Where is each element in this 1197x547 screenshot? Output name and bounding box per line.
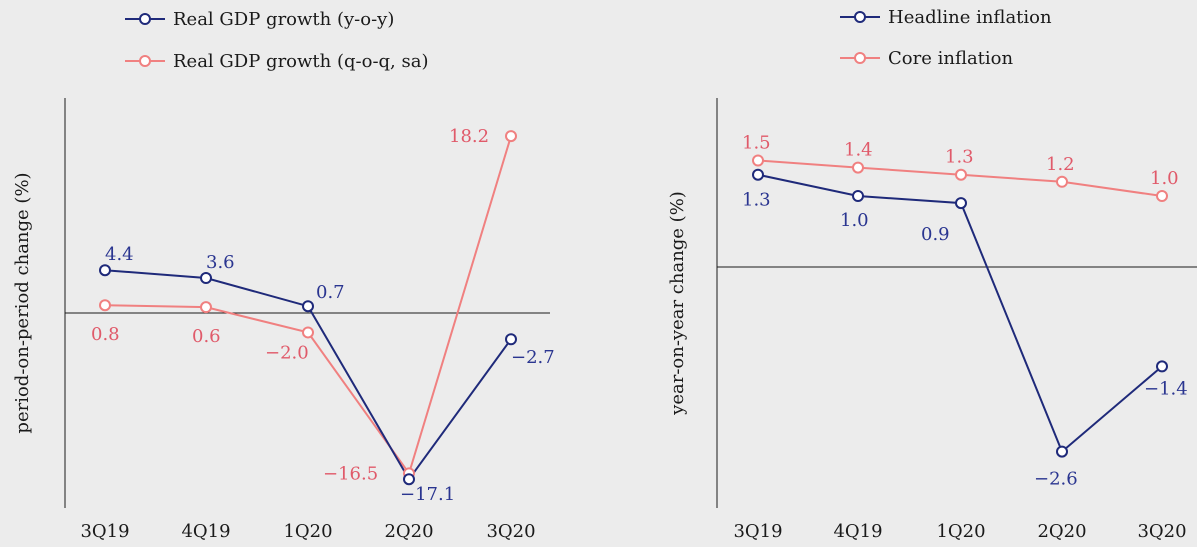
- data-label-left-0-4: −2.7: [511, 347, 555, 368]
- legend-label-core: Core inflation: [888, 48, 1014, 69]
- series-line-right-0: [757, 173, 1163, 454]
- x-tick-label-left-2q20: 2Q20: [384, 521, 433, 542]
- data-label-right-1-1: 1.4: [844, 140, 873, 161]
- x-tick-label-right-2q20: 2Q20: [1037, 521, 1086, 542]
- legend-label-gdp-yoy: Real GDP growth (y-o-y): [173, 9, 394, 30]
- chart-marks: 3Q19 4Q19 1Q20 2Q20 3Q20 4.4 3.6 0.7 −17.1 −2.7 0.…: [80, 126, 1187, 542]
- data-label-right-0-2: 0.9: [921, 224, 950, 245]
- data-point-right-0-1: [852, 190, 864, 202]
- data-label-right-1-3: 1.2: [1046, 154, 1075, 175]
- x-tick-label-right-3q19: 3Q19: [733, 521, 782, 542]
- data-label-right-1-4: 1.0: [1150, 168, 1179, 189]
- data-label-right-0-3: −2.6: [1034, 469, 1078, 490]
- data-point-right-0-3: [1056, 445, 1068, 458]
- data-point-left-0-2: [302, 300, 314, 313]
- legend-marker-core: [854, 52, 866, 64]
- data-label-right-0-0: 1.3: [742, 190, 771, 211]
- data-label-left-1-4: 18.2: [449, 126, 489, 147]
- right-y-axis-label: year-on-year change (%): [667, 191, 688, 416]
- legend-label-headline: Headline inflation: [888, 7, 1052, 28]
- data-point-left-0-0: [99, 264, 111, 277]
- right-legend: Headline inflation Core inflation: [840, 7, 1052, 69]
- data-label-right-1-2: 1.3: [945, 147, 974, 168]
- data-point-left-1-4: [505, 130, 517, 143]
- x-tick-label-left-1q20: 1Q20: [283, 521, 332, 542]
- data-label-left-0-2: 0.7: [316, 282, 345, 303]
- data-label-left-0-1: 3.6: [206, 252, 235, 273]
- data-point-left-1-1: [200, 301, 212, 314]
- data-label-left-0-0: 4.4: [105, 244, 134, 265]
- data-point-left-1-0: [99, 299, 111, 312]
- x-tick-label-left-4q19: 4Q19: [181, 521, 230, 542]
- data-label-left-1-2: −2.0: [265, 342, 309, 363]
- data-point-right-1-3: [1056, 175, 1068, 188]
- legend-marker-gdp-yoy: [139, 13, 151, 25]
- data-point-left-0-1: [200, 272, 212, 285]
- legend-marker-gdp-qoq: [139, 55, 151, 67]
- data-point-left-1-2: [302, 326, 314, 339]
- data-point-left-0-4: [505, 333, 517, 346]
- x-tick-label-left-3q20: 3Q20: [486, 521, 535, 542]
- data-point-right-1-0: [752, 154, 764, 167]
- data-point-left-0-3: [403, 473, 415, 486]
- data-point-right-1-1: [852, 161, 864, 174]
- left-legend: Real GDP growth (y-o-y) Real GDP growth …: [125, 9, 428, 72]
- data-label-left-0-3: −17.1: [400, 484, 455, 505]
- data-label-right-1-0: 1.5: [742, 133, 771, 154]
- data-point-right-0-2: [955, 197, 967, 210]
- data-point-right-1-4: [1156, 190, 1168, 202]
- x-tick-label-right-1q20: 1Q20: [936, 521, 985, 542]
- data-label-left-1-0: 0.8: [91, 324, 120, 345]
- legend-marker-headline: [854, 11, 866, 23]
- data-label-right-0-1: 1.0: [840, 210, 869, 231]
- legend-label-gdp-qoq: Real GDP growth (q-o-q, sa): [173, 51, 428, 72]
- data-label-left-1-1: 0.6: [192, 326, 221, 347]
- data-point-right-0-4: [1156, 360, 1168, 373]
- left-y-axis-label: period-on-period change (%): [12, 172, 33, 433]
- data-point-right-1-2: [955, 168, 967, 181]
- data-point-right-0-0: [752, 168, 764, 181]
- x-tick-label-right-3q20: 3Q20: [1137, 521, 1186, 542]
- data-label-right-0-4: −1.4: [1144, 378, 1188, 399]
- x-tick-label-right-4q19: 4Q19: [833, 521, 882, 542]
- x-tick-label-left-3q19: 3Q19: [80, 521, 129, 542]
- data-label-left-1-3: −16.5: [323, 463, 378, 484]
